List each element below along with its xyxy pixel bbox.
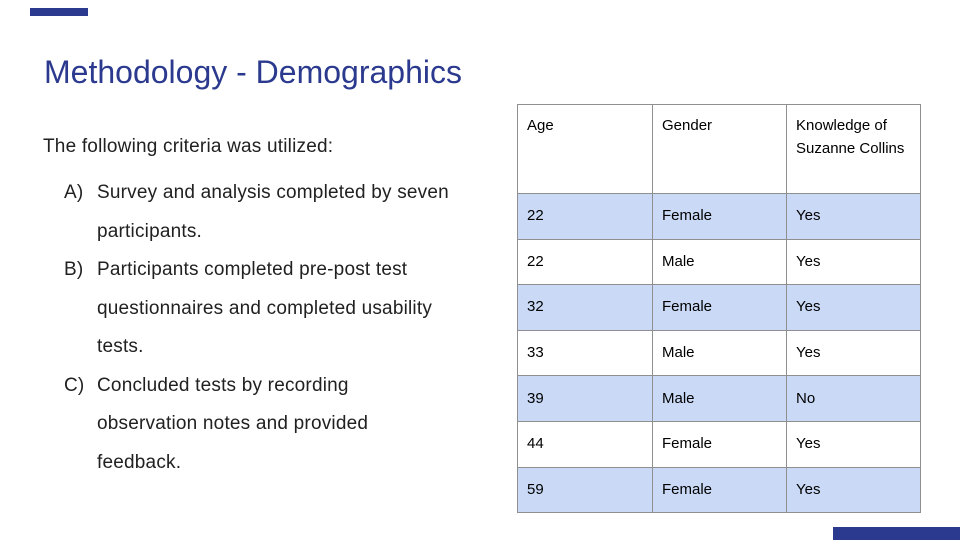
body-text-block: The following criteria was utilized: A) … [43, 134, 513, 482]
table-cell: Female [652, 193, 787, 240]
table-header-cell-age: Age [517, 104, 653, 194]
text-line: Survey and analysis completed by seven [97, 182, 449, 203]
table-row: 44 Female Yes [517, 420, 921, 468]
table-cell: Yes [786, 466, 921, 514]
top-accent-bar [30, 8, 88, 16]
table-cell: 22 [517, 193, 653, 240]
text-line: participants. [97, 220, 203, 242]
intro-line: The following criteria was utilized: [43, 136, 334, 157]
table-cell: Male [652, 329, 787, 377]
list-item-b: B) Participants completed pre-post test … [64, 251, 513, 367]
table-cell: Female [652, 284, 787, 331]
table-row: 59 Female Yes [517, 466, 921, 514]
text-line: questionnaires and completed usability [97, 297, 433, 319]
text-line: feedback. [97, 451, 182, 473]
slide-title: Methodology - Demographics [44, 54, 462, 90]
table-cell: Female [652, 466, 787, 514]
text-line: observation notes and provided [97, 413, 369, 434]
table-cell: 39 [517, 375, 653, 422]
table-cell: Male [652, 375, 787, 422]
text-line: Concluded tests by recording [97, 374, 349, 396]
list-item-text: Survey and analysis completed by seven p… [97, 174, 513, 251]
table-cell: 59 [517, 466, 653, 514]
list-marker: C) [64, 374, 85, 396]
table-header-row: Age Gender Knowledge of Suzanne Collins [517, 104, 921, 194]
table-header-cell-gender: Gender [652, 104, 787, 194]
text-line: Participants completed pre-post test [97, 259, 408, 280]
table-cell: 22 [517, 238, 653, 286]
table-cell: 44 [517, 420, 653, 468]
demographics-table: Age Gender Knowledge of Suzanne Collins … [517, 104, 921, 514]
list-item-a: A) Survey and analysis completed by seve… [64, 174, 513, 251]
table-cell: Yes [786, 284, 921, 331]
list-item-text: Participants completed pre-post test que… [97, 251, 513, 367]
table-cell: Yes [786, 420, 921, 468]
table-cell: 33 [517, 329, 653, 377]
table-row: 32 Female Yes [517, 284, 921, 331]
list-marker: B) [64, 259, 84, 280]
table-row: 22 Female Yes [517, 193, 921, 240]
bottom-accent-bar [833, 527, 960, 540]
table-row: 22 Male Yes [517, 238, 921, 286]
table-cell: Yes [786, 193, 921, 240]
table-row: 33 Male Yes [517, 329, 921, 377]
list-marker: A) [64, 182, 84, 203]
criteria-list: A) Survey and analysis completed by seve… [64, 174, 513, 482]
table-cell: Female [652, 420, 787, 468]
list-item-c: C) Concluded tests by recording observat… [64, 367, 513, 483]
text-line: tests. [97, 336, 144, 357]
table-header-cell-knowledge: Knowledge of Suzanne Collins [786, 104, 921, 194]
table-row: 39 Male No [517, 375, 921, 422]
table-cell: Yes [786, 238, 921, 286]
table-cell: Yes [786, 329, 921, 377]
table-cell: Male [652, 238, 787, 286]
table-cell: No [786, 375, 921, 422]
list-item-text: Concluded tests by recording observation… [97, 367, 513, 483]
table-cell: 32 [517, 284, 653, 331]
